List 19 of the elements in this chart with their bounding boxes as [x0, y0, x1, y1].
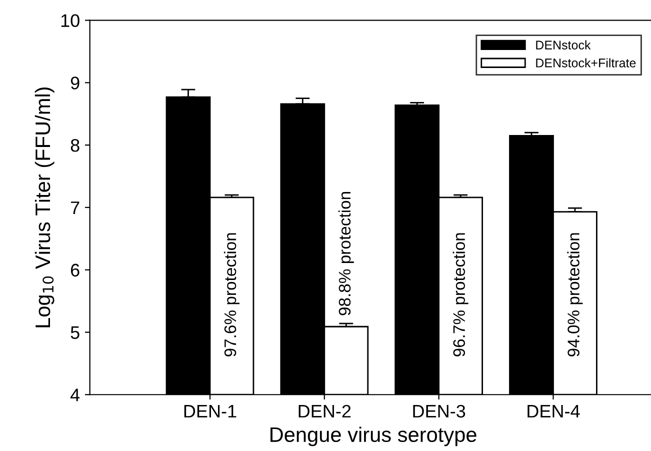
x-tick-label: DEN-2 — [298, 404, 351, 418]
legend-label: DENstock — [536, 40, 591, 50]
x-tick-label: DEN-1 — [184, 405, 236, 418]
y-tick-label: 10 — [61, 14, 80, 28]
x-tick-label: DEN-4 — [528, 405, 580, 418]
annotation: 97.6% protection — [224, 233, 240, 356]
x-axis-title: Dengue virus serotype — [270, 426, 476, 446]
annotation: 94.0% protection — [567, 233, 583, 356]
y-tick-label: 4 — [70, 388, 80, 402]
y-axis-title: Log$_{10}$ Virus Titer (FFU/ml) — [34, 87, 54, 328]
y-tick-label: 9 — [70, 76, 80, 90]
y-tick-label: 7 — [71, 202, 80, 214]
y-tick-label: 6 — [70, 264, 80, 277]
x-tick-label: DEN-3 — [413, 404, 466, 418]
annotation: 96.7% protection — [452, 233, 468, 356]
annotation: 98.8% protection — [338, 192, 354, 316]
y-tick-label: 8 — [70, 139, 80, 152]
legend-label: DENstock+Filtrate — [536, 58, 636, 68]
y-tick-label: 5 — [70, 326, 80, 339]
